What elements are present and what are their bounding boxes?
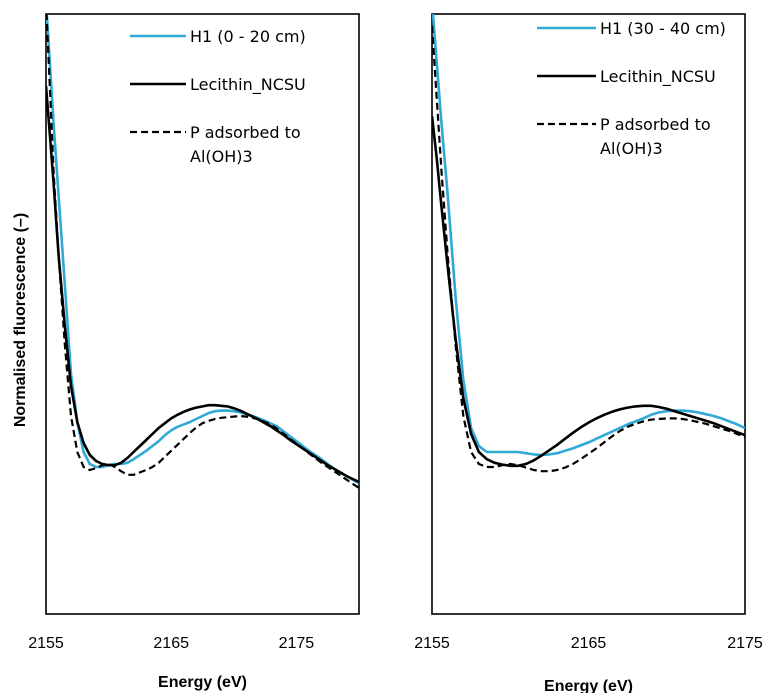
x-tick-label: 2175 (727, 635, 763, 652)
x-axis-title: Energy (eV) (544, 678, 633, 693)
series-line-lecithin-ncsu (432, 115, 745, 468)
legend-label: H1 (30 - 40 cm) (600, 19, 726, 38)
x-tick-label: 2165 (153, 635, 189, 652)
plot-frame (45, 13, 360, 615)
series-line-h1-0-20-cm (46, 14, 359, 485)
legend-label: Al(OH)3 (190, 147, 253, 166)
x-tick-label: 2165 (571, 635, 607, 652)
legend: H1 (0 - 20 cm) Lecithin_NCSU P adsorbed to… (130, 27, 306, 166)
series-line-lecithin-ncsu (46, 85, 359, 484)
chart-panel-left: 2155 2165 2175 Energy (eV) H1 (0 - 20 cm) Lec… (28, 13, 360, 691)
series-line-p-adsorbed-to-al-oh-3 (46, 14, 359, 489)
y-axis-title: Normalised fluorescence (–) (12, 213, 29, 427)
plot-frame (431, 13, 746, 615)
legend-label: H1 (0 - 20 cm) (190, 27, 306, 46)
plot-area (432, 14, 745, 473)
legend-label: P adsorbed to (600, 115, 711, 134)
legend-label: Al(OH)3 (600, 139, 663, 158)
x-tick-label: 2175 (279, 635, 315, 652)
x-tick-label: 2155 (414, 635, 450, 652)
legend-label: Lecithin_NCSU (600, 67, 716, 87)
chart-panel-right: 2155 2165 2175 Energy (eV) H1 (30 - 40 cm) Le… (414, 13, 763, 693)
legend: H1 (30 - 40 cm) Lecithin_NCSU P adsorbed t… (537, 19, 726, 158)
plot-area (46, 14, 359, 489)
legend-label: P adsorbed to (190, 123, 301, 142)
x-tick-label: 2155 (28, 635, 64, 652)
x-axis-title: Energy (eV) (158, 674, 247, 691)
series-line-h1-30-40-cm (432, 14, 745, 457)
legend-label: Lecithin_NCSU (190, 75, 306, 95)
series-line-p-adsorbed-to-al-oh-3 (432, 25, 745, 473)
